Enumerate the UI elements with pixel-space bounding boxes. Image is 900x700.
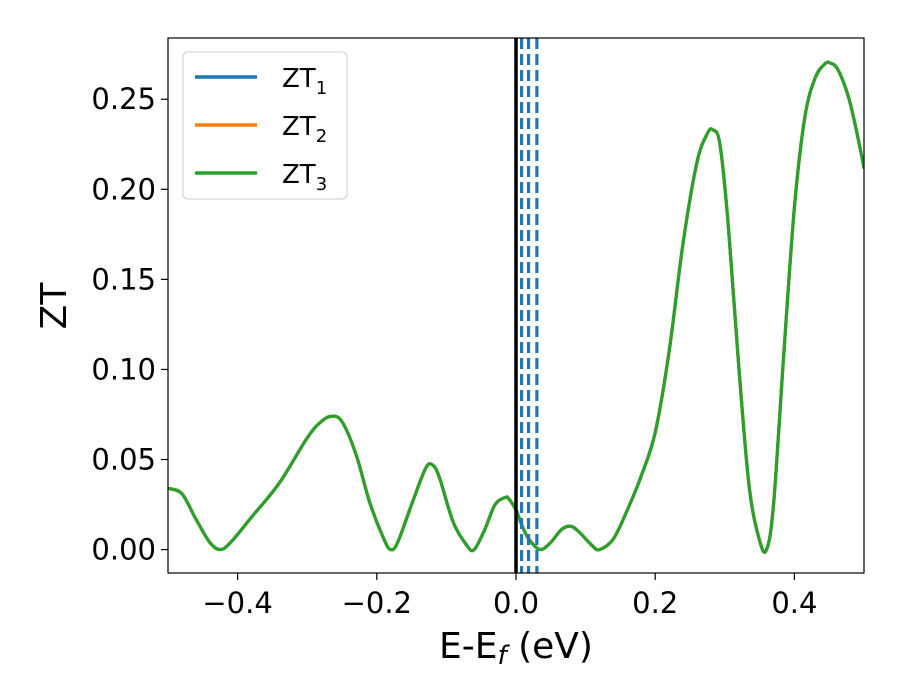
x-tick-label: 0.4: [771, 586, 817, 620]
legend-label-1: ZT1: [282, 64, 327, 99]
legend-frame: [182, 51, 348, 200]
legend-label-3: ZT3: [282, 160, 327, 195]
y-tick-label: 0.20: [91, 172, 156, 206]
series-line-3: [168, 60, 864, 554]
x-tick-label: −0.4: [202, 586, 272, 620]
legend: ZT1 ZT2 ZT3: [182, 51, 348, 200]
y-axis: 0.00 0.05 0.10 0.15 0.20 0.25: [91, 82, 168, 567]
x-tick-label: 0.0: [493, 586, 539, 620]
y-tick-label: 0.05: [91, 443, 156, 477]
y-tick-label: 0.15: [91, 262, 156, 296]
y-tick-label: 0.10: [91, 352, 156, 386]
y-tick-label: 0.25: [91, 82, 156, 116]
x-axis-title-unit: (eV): [507, 626, 593, 667]
x-tick-label: 0.2: [632, 586, 678, 620]
x-tick-label: −0.2: [342, 586, 412, 620]
y-tick-label: 0.00: [91, 533, 156, 567]
x-axis: −0.4 −0.2 0.0 0.2 0.4: [202, 573, 817, 620]
x-axis-title: E-Ef (eV): [439, 626, 593, 671]
y-axis-title: ZT: [34, 282, 75, 330]
legend-label-2: ZT2: [282, 112, 327, 147]
x-axis-title-main: E-E: [439, 626, 497, 667]
